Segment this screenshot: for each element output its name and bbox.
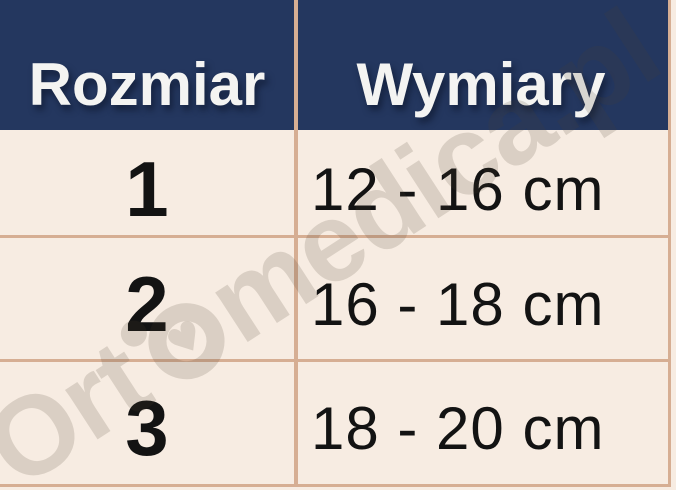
dimension-cell-row-2: 16 - 18 cm bbox=[311, 270, 605, 338]
size-chart-table: Rozmiar Wymiary 1 12 - 16 cm 2 16 - 18 c… bbox=[0, 0, 668, 472]
header-cell-wymiary: Wymiary bbox=[294, 0, 668, 130]
size-cell-row-3: 3 bbox=[125, 384, 169, 472]
size-cell-row-2: 2 bbox=[125, 259, 169, 348]
table-right-border-line bbox=[668, 0, 671, 487]
size-cell-row-1: 1 bbox=[125, 145, 169, 233]
table-bottom-border-line bbox=[0, 484, 671, 487]
dimension-cell-row-1: 12 - 16 cm bbox=[311, 156, 605, 223]
dimension-cell-row-3: 18 - 20 cm bbox=[311, 395, 605, 462]
header-cell-rozmiar: Rozmiar bbox=[0, 0, 294, 130]
